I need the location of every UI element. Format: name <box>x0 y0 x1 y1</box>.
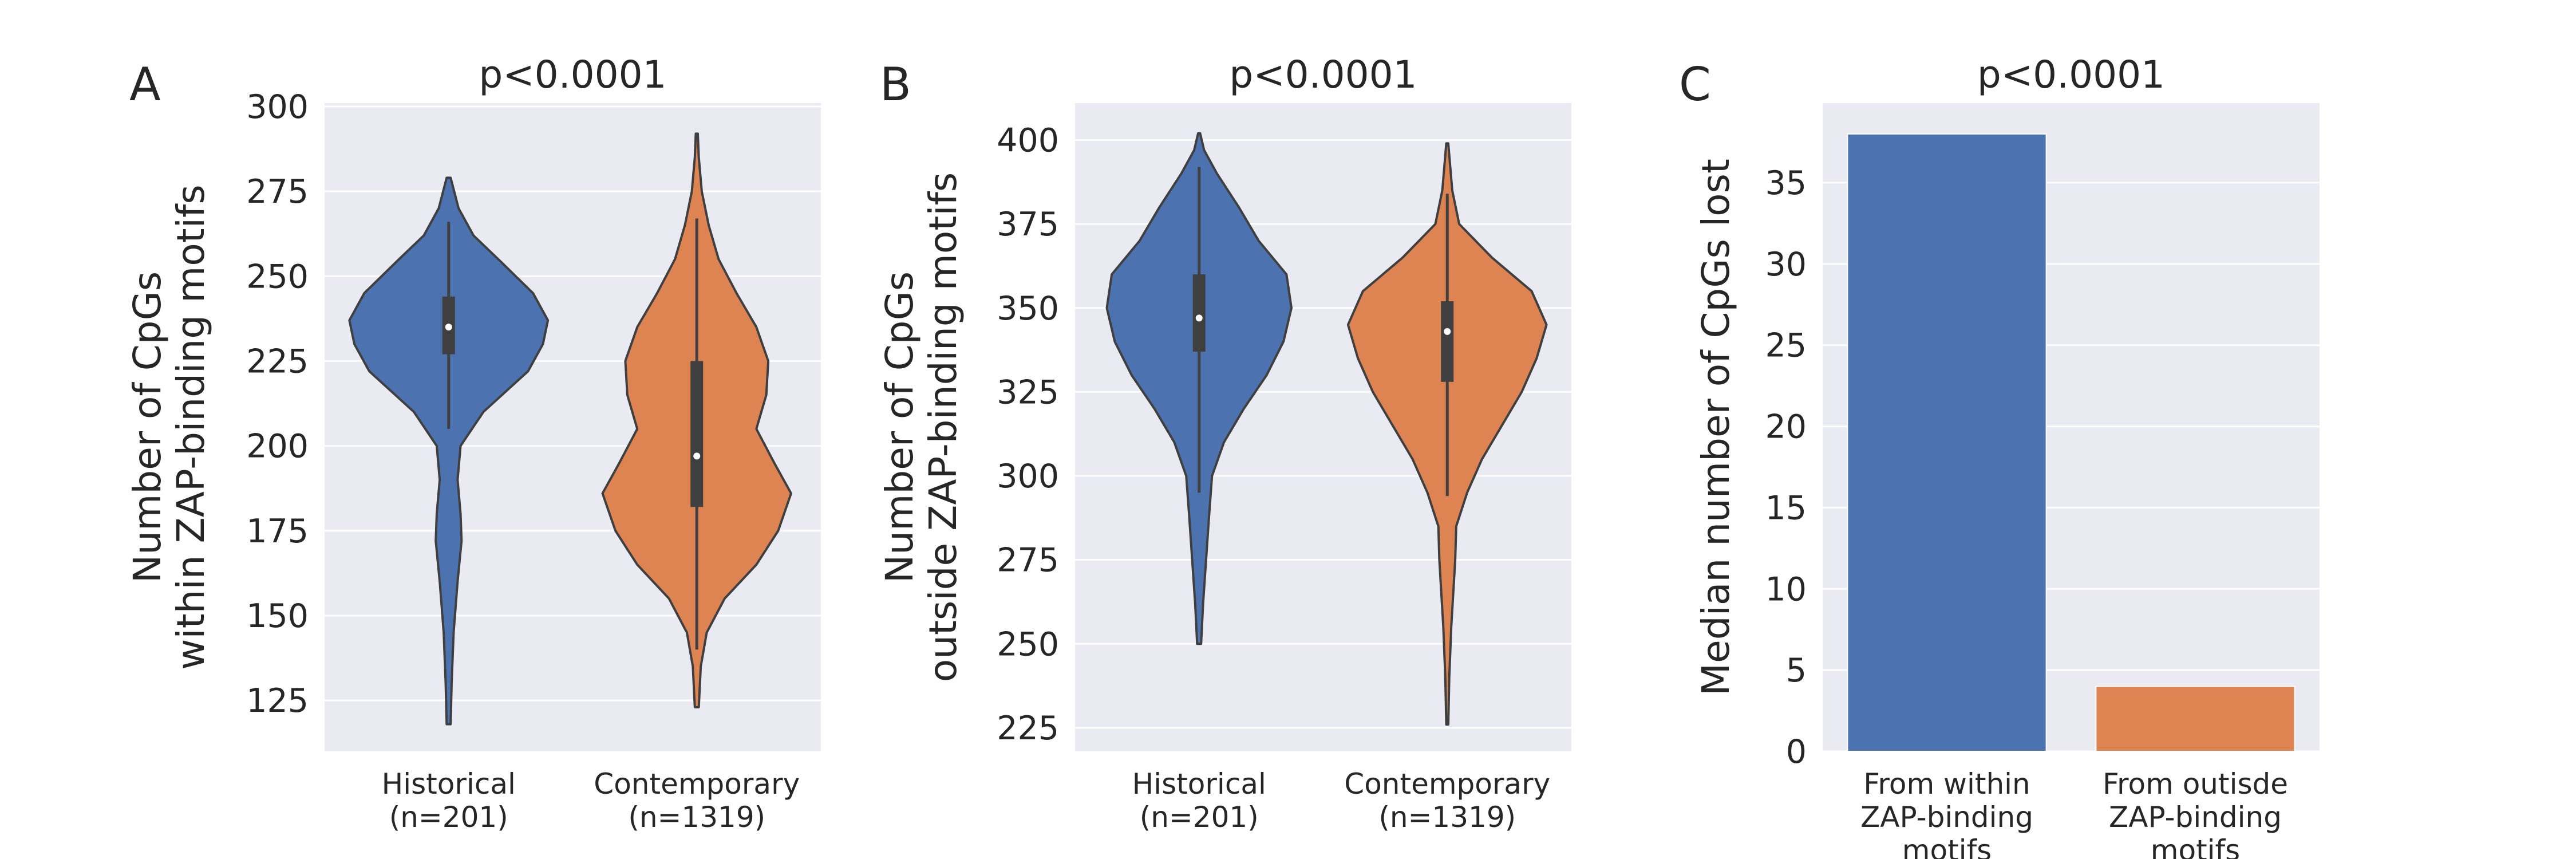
violin-iqr-box <box>690 361 704 507</box>
panel-letter: C <box>1679 58 1711 111</box>
violin-series: Historical(n=201) <box>348 176 550 834</box>
violin-iqr-box <box>1441 301 1454 382</box>
y-tick-label: 225 <box>997 710 1059 747</box>
bar <box>1847 133 2047 752</box>
x-tick-label: (n=201) <box>1140 801 1259 834</box>
x-tick-label: Contemporary <box>594 767 800 801</box>
violin-series: Historical(n=201) <box>1105 132 1293 834</box>
y-tick-label: 325 <box>997 373 1059 411</box>
x-tick-label: Historical <box>1132 767 1266 801</box>
y-tick-label: 400 <box>997 122 1059 160</box>
y-axis-label-line: Number of CpGs <box>878 271 922 583</box>
y-tick-label: 275 <box>246 173 309 211</box>
violin-iqr-box <box>1192 274 1206 352</box>
y-tick-label: 20 <box>1765 408 1807 446</box>
panel-b: 225 250 275 300 325 350 375 400 B p<0.0001 Number … <box>878 53 1571 834</box>
violin-median-point <box>1444 328 1451 335</box>
y-tick-label: 150 <box>246 597 309 635</box>
y-tick-label: 350 <box>997 290 1059 328</box>
y-tick-label: 225 <box>246 342 309 380</box>
y-tick-label: 200 <box>246 428 309 466</box>
panel-letter: A <box>129 58 161 111</box>
y-tick-label: 5 <box>1786 652 1807 689</box>
x-tick-label: ZAP-binding <box>1860 801 2033 834</box>
x-tick-label: (n=201) <box>389 801 508 834</box>
y-axis-label: Number of CpGsoutside ZAP-binding motifs <box>878 172 965 682</box>
bar <box>2095 685 2296 752</box>
panel-title: p<0.0001 <box>1229 53 1417 97</box>
y-tick-label: 35 <box>1765 164 1807 202</box>
y-tick-label: 175 <box>246 513 309 550</box>
y-tick-label: 15 <box>1765 489 1807 527</box>
y-axis-label: Median number of CpGs lost <box>1694 159 1738 696</box>
y-tick-label: 0 <box>1786 733 1807 771</box>
y-tick-label: 250 <box>246 258 309 295</box>
violin-median-point <box>1195 314 1203 322</box>
x-tick-label: ZAP-binding <box>2109 801 2282 834</box>
panel-letter: B <box>880 58 911 111</box>
x-tick-label: From outisde <box>2103 767 2288 801</box>
violin-series: Contemporary(n=1319) <box>594 132 800 834</box>
x-tick-label: Contemporary <box>1344 767 1550 801</box>
y-axis-label: Number of CpGswithin ZAP-binding motifs <box>125 184 213 669</box>
violin-median-point <box>693 452 701 460</box>
violin-body <box>348 176 550 726</box>
x-tick-label: (n=1319) <box>628 801 765 834</box>
x-tick-label: From within <box>1863 767 2030 801</box>
panel-a: 125 150 175 200 225 250 275 300 A p<0.0001 Number … <box>125 53 821 834</box>
y-tick-label: 10 <box>1765 570 1807 608</box>
y-axis-label-line: Number of CpGs <box>125 271 169 583</box>
x-tick-label: (n=1319) <box>1378 801 1516 834</box>
y-axis-label-line: outside ZAP-binding motifs <box>921 172 965 682</box>
x-tick-label: motifs <box>2151 834 2240 859</box>
y-tick-label: 30 <box>1765 246 1807 283</box>
x-tick-label: motifs <box>1902 834 1992 859</box>
y-axis-label-line: within ZAP-binding motifs <box>169 184 213 669</box>
y-tick-label: 25 <box>1765 327 1807 365</box>
panel-title: p<0.0001 <box>1977 53 2165 97</box>
y-tick-label: 375 <box>997 206 1059 243</box>
y-axis-label-line: Median number of CpGs lost <box>1694 159 1738 696</box>
panel-title: p<0.0001 <box>479 53 666 97</box>
panel-c: 0 5 10 15 20 25 30 35 C p<0.0001 Median number of … <box>1679 53 2320 859</box>
y-tick-label: 125 <box>246 682 309 720</box>
x-tick-label: Historical <box>382 767 516 801</box>
y-tick-label: 300 <box>997 458 1059 495</box>
violin-series: Contemporary(n=1319) <box>1344 142 1550 834</box>
violin-median-point <box>445 324 452 331</box>
y-tick-label: 275 <box>997 542 1059 580</box>
y-tick-label: 250 <box>997 625 1059 663</box>
y-tick-label: 300 <box>246 88 309 126</box>
